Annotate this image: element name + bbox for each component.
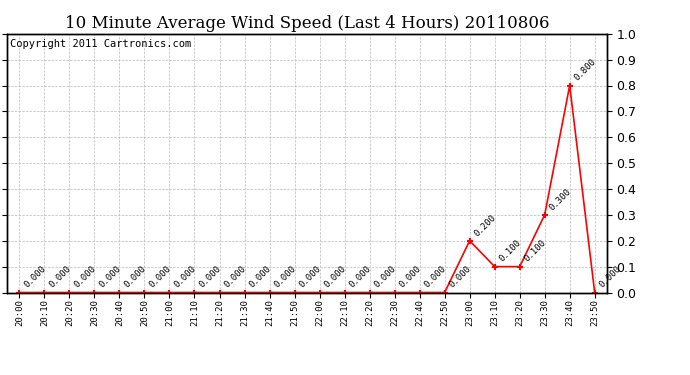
Text: 0.000: 0.000	[222, 264, 248, 290]
Text: 0.000: 0.000	[422, 264, 448, 290]
Text: 0.100: 0.100	[497, 238, 523, 264]
Text: Copyright 2011 Cartronics.com: Copyright 2011 Cartronics.com	[10, 39, 191, 49]
Text: 0.300: 0.300	[547, 187, 573, 212]
Text: 0.200: 0.200	[473, 213, 497, 238]
Text: 0.000: 0.000	[197, 264, 223, 290]
Text: 0.800: 0.800	[573, 57, 598, 83]
Text: 0.000: 0.000	[172, 264, 197, 290]
Text: 0.000: 0.000	[322, 264, 348, 290]
Text: 0.000: 0.000	[373, 264, 397, 290]
Text: 0.000: 0.000	[72, 264, 97, 290]
Text: 0.000: 0.000	[273, 264, 297, 290]
Text: 0.100: 0.100	[522, 238, 548, 264]
Title: 10 Minute Average Wind Speed (Last 4 Hours) 20110806: 10 Minute Average Wind Speed (Last 4 Hou…	[65, 15, 549, 32]
Text: 0.000: 0.000	[247, 264, 273, 290]
Text: 0.000: 0.000	[122, 264, 148, 290]
Text: 0.000: 0.000	[397, 264, 423, 290]
Text: 0.000: 0.000	[47, 264, 72, 290]
Text: 0.000: 0.000	[297, 264, 323, 290]
Text: 0.000: 0.000	[347, 264, 373, 290]
Text: 0.000: 0.000	[147, 264, 172, 290]
Text: 0.000: 0.000	[97, 264, 123, 290]
Text: 0.000: 0.000	[447, 264, 473, 290]
Text: 0.000: 0.000	[22, 264, 48, 290]
Text: 0.000: 0.000	[598, 264, 623, 290]
